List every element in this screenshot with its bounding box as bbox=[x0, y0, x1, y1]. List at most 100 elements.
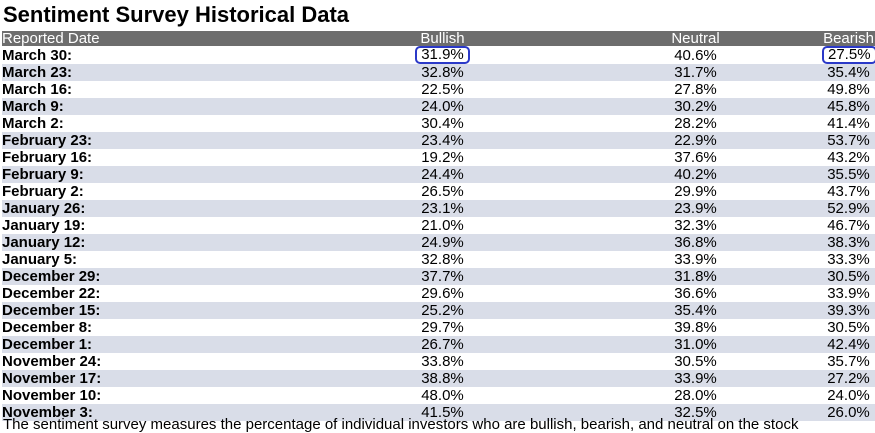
neutral-cell: 33.9% bbox=[674, 251, 717, 268]
table-body: March 30: 31.9% 40.6% 27.5% March 23: 32.8% 31… bbox=[2, 46, 875, 421]
neutral-cell: 23.9% bbox=[674, 200, 717, 217]
header-bearish: Bearish bbox=[823, 31, 874, 46]
bearish-cell: 42.4% bbox=[827, 336, 870, 353]
bullish-cell: 24.9% bbox=[421, 234, 464, 251]
table-row: March 9: 24.0% 30.2% 45.8% bbox=[2, 98, 875, 115]
footnote: The sentiment survey measures the percen… bbox=[3, 416, 799, 433]
reported-date-cell: December 22: bbox=[2, 285, 101, 302]
bearish-cell: 35.5% bbox=[827, 166, 870, 183]
neutral-cell: 30.5% bbox=[674, 353, 717, 370]
bearish-cell: 33.9% bbox=[827, 285, 870, 302]
neutral-cell: 37.6% bbox=[674, 149, 717, 166]
bearish-cell: 30.5% bbox=[827, 319, 870, 336]
reported-date-cell: February 2: bbox=[2, 183, 84, 200]
table-row: November 17: 38.8% 33.9% 27.2% bbox=[2, 370, 875, 387]
neutral-cell: 28.0% bbox=[674, 387, 717, 404]
table-row: February 2: 26.5% 29.9% 43.7% bbox=[2, 183, 875, 200]
neutral-cell: 27.8% bbox=[674, 81, 717, 98]
table-header-row: Reported Date Bullish Neutral Bearish bbox=[2, 31, 875, 46]
bearish-cell: 35.4% bbox=[827, 64, 870, 81]
bearish-cell: 53.7% bbox=[827, 132, 870, 149]
bearish-cell: 49.8% bbox=[827, 81, 870, 98]
bearish-cell: 33.3% bbox=[827, 251, 870, 268]
table-row: January 12: 24.9% 36.8% 38.3% bbox=[2, 234, 875, 251]
reported-date-cell: March 2: bbox=[2, 115, 64, 132]
bearish-cell: 35.7% bbox=[827, 353, 870, 370]
table-row: January 26: 23.1% 23.9% 52.9% bbox=[2, 200, 875, 217]
reported-date-cell: January 12: bbox=[2, 234, 86, 251]
header-neutral: Neutral bbox=[671, 31, 720, 46]
table-row: March 16: 22.5% 27.8% 49.8% bbox=[2, 81, 875, 98]
table-row: January 19: 21.0% 32.3% 46.7% bbox=[2, 217, 875, 234]
table-row: March 23: 32.8% 31.7% 35.4% bbox=[2, 64, 875, 81]
reported-date-cell: December 8: bbox=[2, 319, 93, 336]
neutral-cell: 30.2% bbox=[674, 98, 717, 115]
highlight-circle: 27.5% bbox=[822, 46, 875, 64]
bearish-cell: 24.0% bbox=[827, 387, 870, 404]
bullish-cell: 33.8% bbox=[421, 353, 464, 370]
table-row: November 24: 33.8% 30.5% 35.7% bbox=[2, 353, 875, 370]
reported-date-cell: November 17: bbox=[2, 370, 102, 387]
neutral-cell: 36.6% bbox=[674, 285, 717, 302]
bullish-cell-highlighted: 31.9% bbox=[316, 46, 569, 64]
table-row: December 29: 37.7% 31.8% 30.5% bbox=[2, 268, 875, 285]
bullish-cell: 41.5% bbox=[421, 404, 464, 421]
reported-date-cell: February 16: bbox=[2, 149, 93, 166]
bullish-cell: 26.5% bbox=[421, 183, 464, 200]
bearish-cell: 46.7% bbox=[827, 217, 870, 234]
bullish-cell: 23.4% bbox=[421, 132, 464, 149]
table-row: February 9: 24.4% 40.2% 35.5% bbox=[2, 166, 875, 183]
neutral-cell: 31.0% bbox=[674, 336, 717, 353]
reported-date-cell: March 16: bbox=[2, 81, 73, 98]
bullish-cell: 24.4% bbox=[421, 166, 464, 183]
neutral-cell: 33.9% bbox=[674, 370, 717, 387]
bullish-cell: 32.8% bbox=[421, 251, 464, 268]
reported-date-cell: March 9: bbox=[2, 98, 64, 115]
table-row: February 23: 23.4% 22.9% 53.7% bbox=[2, 132, 875, 149]
neutral-cell: 28.2% bbox=[674, 115, 717, 132]
reported-date-cell: December 1: bbox=[2, 336, 93, 353]
bearish-cell: 27.2% bbox=[827, 370, 870, 387]
reported-date-cell: November 10: bbox=[2, 387, 102, 404]
bearish-cell: 39.3% bbox=[827, 302, 870, 319]
bullish-cell: 21.0% bbox=[421, 217, 464, 234]
reported-date-cell: November 3: bbox=[2, 404, 93, 421]
neutral-cell: 35.4% bbox=[674, 302, 717, 319]
table-row: December 15: 25.2% 35.4% 39.3% bbox=[2, 302, 875, 319]
bullish-cell: 24.0% bbox=[421, 98, 464, 115]
neutral-cell: 31.7% bbox=[674, 64, 717, 81]
bullish-cell: 30.4% bbox=[421, 115, 464, 132]
neutral-cell: 36.8% bbox=[674, 234, 717, 251]
header-bullish: Bullish bbox=[420, 31, 465, 46]
bullish-cell: 23.1% bbox=[421, 200, 464, 217]
bullish-cell: 22.5% bbox=[421, 81, 464, 98]
bearish-cell: 26.0% bbox=[827, 404, 870, 421]
reported-date-cell: December 29: bbox=[2, 268, 101, 285]
neutral-cell: 22.9% bbox=[674, 132, 717, 149]
neutral-cell: 40.6% bbox=[674, 46, 717, 64]
header-reported-date: Reported Date bbox=[2, 31, 100, 46]
neutral-cell: 39.8% bbox=[674, 319, 717, 336]
bearish-cell: 52.9% bbox=[827, 200, 870, 217]
bullish-cell: 32.8% bbox=[421, 64, 464, 81]
neutral-cell: 31.8% bbox=[674, 268, 717, 285]
bearish-cell: 30.5% bbox=[827, 268, 870, 285]
reported-date-cell: February 23: bbox=[2, 132, 93, 149]
neutral-cell: 32.3% bbox=[674, 217, 717, 234]
reported-date-cell: March 23: bbox=[2, 64, 73, 81]
table-row: January 5: 32.8% 33.9% 33.3% bbox=[2, 251, 875, 268]
bullish-cell: 29.7% bbox=[421, 319, 464, 336]
bearish-cell: 38.3% bbox=[827, 234, 870, 251]
table-row: December 22: 29.6% 36.6% 33.9% bbox=[2, 285, 875, 302]
bearish-cell-highlighted: 27.5% bbox=[822, 46, 875, 64]
reported-date-cell: February 9: bbox=[2, 166, 84, 183]
table-row: March 2: 30.4% 28.2% 41.4% bbox=[2, 115, 875, 132]
reported-date-cell: March 30: bbox=[2, 46, 73, 64]
page-title: Sentiment Survey Historical Data bbox=[3, 2, 350, 27]
bullish-cell: 37.7% bbox=[421, 268, 464, 285]
bullish-cell: 29.6% bbox=[421, 285, 464, 302]
sentiment-table: Reported Date Bullish Neutral Bearish Ma… bbox=[2, 31, 875, 421]
bearish-cell: 43.7% bbox=[827, 183, 870, 200]
bullish-cell: 25.2% bbox=[421, 302, 464, 319]
bearish-cell: 43.2% bbox=[827, 149, 870, 166]
